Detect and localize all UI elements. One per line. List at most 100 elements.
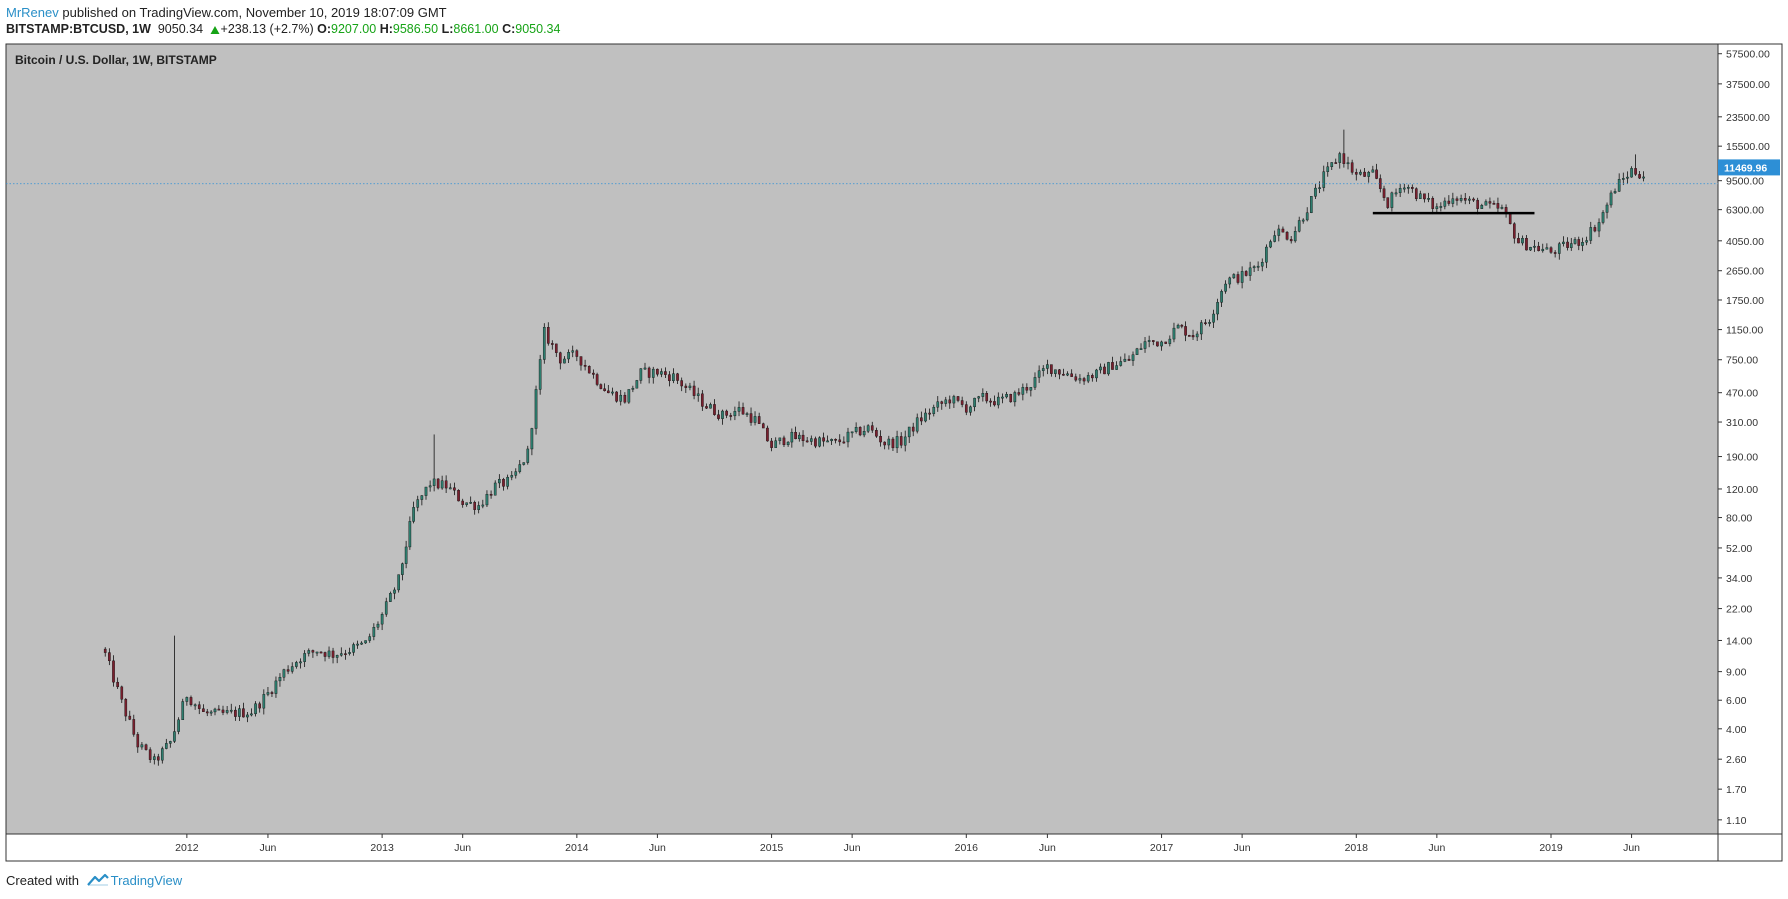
time-tick-label-15: Jun — [1623, 842, 1640, 854]
candle-body-52 — [315, 651, 319, 654]
candle-body-115 — [571, 350, 575, 353]
candle-body-7 — [132, 719, 136, 735]
candle-body-244 — [1095, 369, 1098, 379]
candle-body-124 — [607, 390, 610, 394]
price-tick-label-22: 4.00 — [1726, 724, 1747, 736]
candle-body-366 — [1589, 227, 1593, 241]
price-axis-panel[interactable] — [1718, 44, 1782, 834]
candle-body-299 — [1318, 187, 1321, 190]
candle-body-162 — [761, 423, 765, 429]
candle-body-360 — [1566, 241, 1569, 248]
candle-body-41 — [270, 692, 274, 694]
candle-body-226 — [1021, 387, 1025, 395]
candle-body-340 — [1484, 201, 1488, 206]
candle-body-184 — [850, 431, 854, 434]
candle-body-108 — [542, 327, 546, 360]
candle-body-180 — [834, 438, 837, 441]
candle-body-290 — [1281, 228, 1285, 233]
time-axis-panel[interactable] — [6, 834, 1782, 861]
price-tick-label-15: 80.00 — [1726, 513, 1752, 525]
candle-body-261 — [1164, 341, 1168, 344]
candle-body-117 — [579, 356, 583, 366]
time-tick-label-12: 2018 — [1345, 842, 1369, 854]
candle-body-149 — [709, 404, 712, 409]
candle-body-91 — [473, 502, 476, 510]
candle-body-110 — [550, 343, 554, 345]
time-tick-label-6: 2015 — [760, 842, 784, 854]
time-tick-label-3: Jun — [454, 842, 471, 854]
candle-body-53 — [319, 651, 323, 654]
candle-body-357 — [1553, 252, 1557, 254]
plot-area[interactable] — [6, 44, 1718, 834]
candle-body-368 — [1597, 222, 1601, 232]
candle-body-197 — [903, 436, 907, 446]
candle-body-109 — [546, 327, 550, 344]
candle-body-43 — [278, 677, 282, 682]
candle-body-291 — [1285, 231, 1289, 240]
candle-body-331 — [1447, 200, 1451, 204]
candle-body-161 — [757, 416, 761, 424]
candle-body-72 — [397, 574, 400, 591]
candle-body-307 — [1350, 162, 1354, 173]
author-link[interactable]: MrRenev — [6, 5, 59, 20]
current-price-tag[interactable] — [1718, 159, 1780, 176]
candle-body-330 — [1443, 200, 1447, 207]
candle-body-168 — [786, 441, 790, 446]
candle-body-186 — [858, 427, 862, 436]
candle-body-205 — [936, 401, 940, 408]
candle-body-334 — [1459, 198, 1463, 201]
candle-body-90 — [469, 502, 472, 504]
candle-body-69 — [384, 601, 388, 615]
candle-body-294 — [1297, 220, 1301, 232]
candle-body-36 — [250, 713, 253, 716]
candle-body-60 — [348, 652, 351, 654]
candle-body-315 — [1382, 188, 1386, 198]
candle-body-217 — [985, 393, 989, 402]
candle-body-177 — [822, 437, 825, 442]
tradingview-logo-icon — [86, 873, 109, 886]
price-tick-label-1: 37500.00 — [1726, 79, 1770, 91]
candle-body-137 — [660, 371, 663, 375]
open-label: O: — [317, 22, 332, 36]
candle-body-188 — [866, 425, 870, 432]
candle-body-101 — [514, 471, 518, 476]
candle-body-209 — [952, 396, 956, 404]
candle-body-297 — [1310, 196, 1313, 213]
candle-body-339 — [1480, 205, 1484, 209]
candle-body-229 — [1033, 377, 1037, 388]
candle-body-25 — [205, 711, 209, 714]
candle-body-130 — [631, 387, 635, 390]
candle-body-263 — [1172, 327, 1176, 340]
candle-body-155 — [733, 411, 737, 417]
price-tick-label-6: 4050.00 — [1726, 236, 1764, 248]
candle-body-14 — [160, 748, 164, 761]
candle-body-6 — [128, 715, 132, 720]
candle-body-9 — [140, 744, 144, 748]
candle-body-279 — [1236, 274, 1240, 283]
candle-body-11 — [148, 749, 152, 760]
candle-body-216 — [981, 393, 985, 397]
candle-body-45 — [286, 669, 290, 672]
candle-body-29 — [221, 709, 225, 713]
candle-body-5 — [124, 699, 128, 717]
candle-body-32 — [234, 709, 237, 717]
candle-body-346 — [1508, 213, 1512, 224]
candle-body-74 — [404, 546, 408, 564]
candle-body-206 — [940, 401, 944, 404]
candle-body-256 — [1143, 341, 1147, 349]
candle-body-21 — [189, 697, 193, 705]
candle-body-245 — [1099, 366, 1102, 371]
tradingview-link[interactable]: TradingView — [110, 873, 183, 888]
candle-body-270 — [1199, 322, 1203, 335]
candle-body-255 — [1139, 348, 1143, 350]
candle-body-103 — [522, 462, 526, 465]
candle-body-304 — [1338, 153, 1342, 163]
candle-body-242 — [1086, 375, 1090, 382]
candle-body-57 — [335, 655, 339, 658]
candle-body-281 — [1244, 271, 1248, 276]
candle-body-371 — [1609, 192, 1613, 206]
candle-body-359 — [1562, 241, 1565, 244]
candle-body-201 — [920, 417, 923, 422]
candle-body-51 — [311, 650, 315, 653]
